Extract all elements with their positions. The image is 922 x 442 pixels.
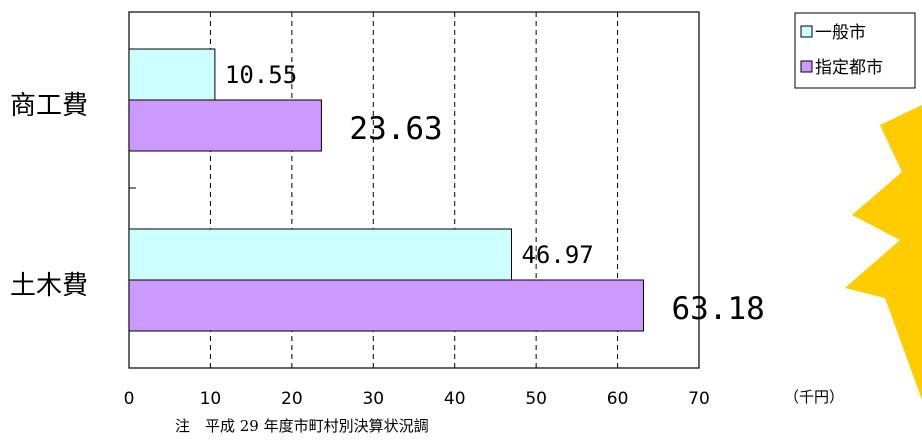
x-tick-label-7: 70	[688, 389, 710, 409]
data-label-0-1: 23.63	[349, 111, 442, 147]
x-ticks: 0 10 20 30 40 50 60 70	[124, 389, 710, 409]
bar-1-0	[128, 228, 512, 281]
x-tick-label-3: 30	[362, 389, 384, 409]
legend-swatch-general-city	[800, 25, 813, 38]
source-note: 注 平成 29 年度市町村別決算状況調	[175, 417, 429, 435]
bar-1-1	[128, 279, 644, 332]
data-label-0-0: 10.55	[225, 61, 297, 89]
x-tick-label-6: 60	[607, 389, 629, 409]
legend-swatch-designated-city	[800, 60, 813, 73]
bars	[128, 48, 644, 332]
category-label-1: 土木費	[10, 271, 88, 301]
x-tick-label-5: 50	[525, 389, 547, 409]
data-labels: 10.55 23.63 46.97 63.18	[225, 61, 765, 327]
x-tick-label-4: 40	[444, 389, 466, 409]
category-label-0: 商工費	[10, 91, 88, 121]
starburst-decoration	[845, 105, 922, 400]
legend-label-designated-city: 指定都市	[815, 58, 883, 78]
legend: 一般市 指定都市	[794, 12, 916, 89]
x-tick-label-1: 10	[200, 389, 222, 409]
x-tick-label-0: 0	[124, 389, 135, 409]
legend-box	[794, 12, 916, 89]
x-unit-label: （千円）	[784, 388, 844, 406]
data-label-1-1: 63.18	[671, 291, 764, 327]
bar-0-1	[128, 99, 322, 152]
x-tick-label-2: 20	[281, 389, 303, 409]
legend-label-general-city: 一般市	[815, 23, 866, 43]
bar-0-0	[128, 48, 216, 101]
data-label-1-0: 46.97	[521, 241, 593, 269]
